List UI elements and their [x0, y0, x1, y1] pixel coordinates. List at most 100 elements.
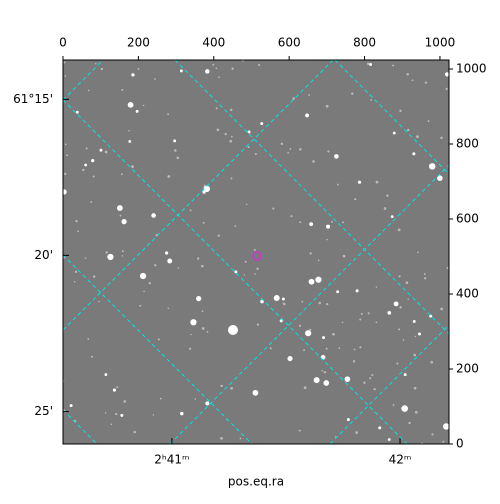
star [154, 78, 156, 80]
star [167, 307, 170, 310]
x-tick-label: 800 [353, 36, 376, 50]
star [300, 148, 302, 150]
star [105, 251, 108, 254]
star [352, 360, 356, 363]
star [360, 313, 363, 316]
y-tick-label: 400 [456, 287, 479, 301]
star [139, 272, 147, 280]
star [230, 177, 233, 180]
star [301, 300, 304, 303]
star [244, 260, 247, 263]
star [331, 220, 333, 223]
star [154, 264, 157, 267]
frame [62, 59, 450, 445]
star [128, 140, 132, 143]
star [148, 281, 151, 285]
star [201, 327, 205, 330]
star [287, 151, 289, 154]
star [366, 62, 370, 65]
star [318, 301, 322, 305]
star [66, 154, 68, 157]
star [120, 173, 123, 176]
star [205, 401, 210, 406]
star [167, 258, 173, 264]
star [247, 130, 251, 134]
x-tick-label: 600 [278, 36, 301, 50]
star [69, 404, 73, 408]
star [74, 270, 78, 273]
star [363, 381, 366, 384]
star [167, 113, 169, 116]
dec-tick-label: 25' [34, 404, 53, 418]
star [272, 207, 275, 210]
star [179, 69, 183, 73]
star [247, 146, 250, 149]
star [254, 273, 256, 275]
star [121, 250, 124, 253]
star [298, 429, 301, 432]
star [357, 180, 362, 184]
star [230, 386, 233, 390]
star [231, 67, 234, 70]
x-axis-label: pos.eq.ra [228, 475, 284, 489]
star [359, 346, 362, 349]
star [174, 149, 177, 152]
star [375, 180, 379, 184]
star [332, 332, 335, 336]
star [334, 154, 339, 159]
star [312, 160, 315, 163]
star [323, 380, 330, 386]
star [273, 295, 280, 301]
star [399, 109, 402, 113]
star [305, 113, 310, 118]
star [351, 92, 354, 95]
star [408, 421, 411, 425]
star [64, 172, 67, 176]
star [194, 398, 197, 400]
star [180, 411, 184, 416]
star [423, 273, 426, 275]
star [299, 221, 302, 224]
star [234, 270, 238, 274]
star [200, 264, 204, 268]
star [157, 338, 160, 341]
star [197, 257, 200, 260]
star [206, 330, 209, 333]
star [196, 296, 202, 302]
star [412, 320, 416, 323]
star [367, 312, 370, 315]
star [256, 323, 260, 326]
dec-tick-label: 61°15' [13, 92, 53, 106]
star [94, 62, 97, 65]
star [282, 302, 285, 305]
star [127, 101, 134, 108]
star [87, 338, 90, 340]
star [216, 128, 220, 132]
star [308, 94, 311, 96]
star [104, 412, 107, 414]
star [164, 251, 169, 255]
star [334, 435, 337, 438]
star [84, 257, 87, 259]
star [289, 148, 292, 150]
star [139, 304, 142, 307]
star [246, 203, 248, 206]
star [412, 152, 416, 156]
y-tick-label: 1000 [456, 62, 487, 76]
coordinate-grid [63, 60, 449, 444]
star [189, 209, 192, 212]
star [326, 238, 328, 241]
x-tick-label: 0 [59, 36, 67, 50]
y-tick-label: 800 [456, 137, 479, 151]
star [327, 150, 330, 153]
star [100, 67, 104, 71]
x-tick-label: 1000 [425, 36, 456, 50]
star [239, 437, 242, 440]
star [375, 321, 378, 324]
star [405, 281, 409, 284]
star [309, 222, 314, 227]
star [440, 307, 444, 311]
star [359, 318, 362, 321]
star [323, 370, 327, 374]
star [73, 280, 76, 283]
